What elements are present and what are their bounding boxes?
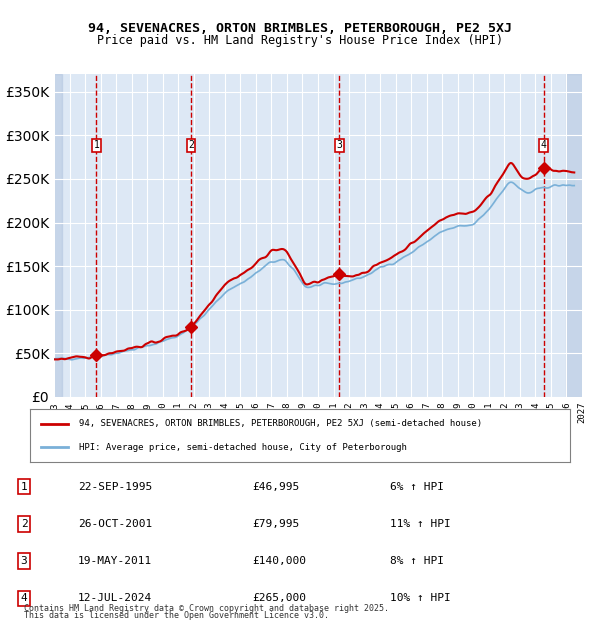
Text: £265,000: £265,000 [252,593,306,603]
Bar [54,74,62,397]
Text: 94, SEVENACRES, ORTON BRIMBLES, PETERBOROUGH, PE2 5XJ: 94, SEVENACRES, ORTON BRIMBLES, PETERBOR… [88,22,512,35]
Text: 4: 4 [20,593,28,603]
Text: 11% ↑ HPI: 11% ↑ HPI [390,519,451,529]
Text: 94, SEVENACRES, ORTON BRIMBLES, PETERBOROUGH, PE2 5XJ (semi-detached house): 94, SEVENACRES, ORTON BRIMBLES, PETERBOR… [79,420,482,428]
Text: 22-SEP-1995: 22-SEP-1995 [78,482,152,492]
Text: 4: 4 [541,140,547,150]
Text: This data is licensed under the Open Government Licence v3.0.: This data is licensed under the Open Gov… [24,611,329,620]
Text: 8% ↑ HPI: 8% ↑ HPI [390,556,444,566]
Text: £46,995: £46,995 [252,482,299,492]
Text: 2: 2 [20,519,28,529]
Text: 10% ↑ HPI: 10% ↑ HPI [390,593,451,603]
Text: Contains HM Land Registry data © Crown copyright and database right 2025.: Contains HM Land Registry data © Crown c… [24,603,389,613]
Text: 1: 1 [20,482,28,492]
Bar [566,74,582,397]
Text: HPI: Average price, semi-detached house, City of Peterborough: HPI: Average price, semi-detached house,… [79,443,406,451]
Text: Price paid vs. HM Land Registry's House Price Index (HPI): Price paid vs. HM Land Registry's House … [97,34,503,47]
Text: £79,995: £79,995 [252,519,299,529]
Text: £140,000: £140,000 [252,556,306,566]
Text: 12-JUL-2024: 12-JUL-2024 [78,593,152,603]
Text: 3: 3 [337,140,343,150]
Text: 19-MAY-2011: 19-MAY-2011 [78,556,152,566]
Text: 1: 1 [94,140,100,150]
Text: 26-OCT-2001: 26-OCT-2001 [78,519,152,529]
Text: 6% ↑ HPI: 6% ↑ HPI [390,482,444,492]
Text: 3: 3 [20,556,28,566]
Text: 2: 2 [188,140,194,150]
